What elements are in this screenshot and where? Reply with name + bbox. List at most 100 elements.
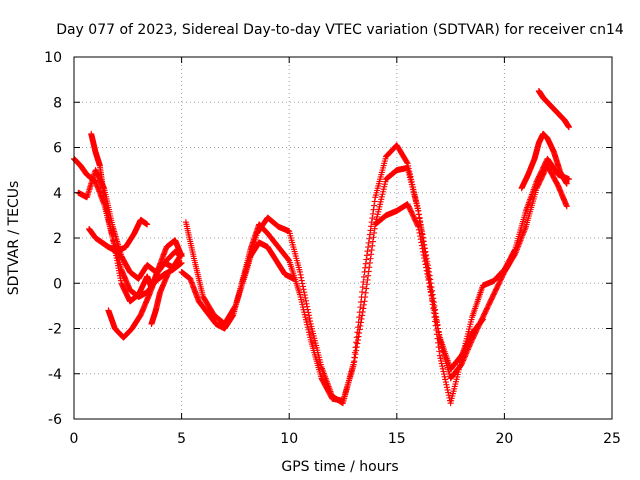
data-point-marker: [428, 292, 435, 299]
x-tick-label: 10: [280, 431, 298, 447]
y-tick-label: 4: [53, 186, 62, 202]
data-point-marker: [426, 280, 433, 287]
data-point-marker: [417, 236, 424, 243]
data-point-marker: [366, 231, 373, 238]
data-point-marker: [306, 315, 313, 322]
data-point-marker: [422, 261, 429, 268]
y-tick-label: 2: [53, 231, 62, 247]
data-point-marker: [353, 347, 360, 354]
data-point-marker: [415, 226, 422, 233]
data-point-marker: [307, 318, 314, 325]
data-point-marker: [362, 260, 369, 267]
data-point-marker: [296, 268, 303, 275]
data-point-marker: [362, 264, 369, 271]
data-point-marker: [423, 264, 430, 271]
data-point-marker: [365, 268, 372, 275]
data-point-marker: [362, 294, 369, 301]
data-point-marker: [427, 286, 434, 293]
data-point-marker: [415, 207, 422, 214]
data-point-marker: [356, 330, 363, 337]
data-point-marker: [371, 198, 378, 205]
data-point-marker: [359, 289, 366, 296]
x-tick-label: 0: [70, 431, 79, 447]
data-point-marker: [563, 203, 570, 210]
data-point-marker: [359, 312, 366, 319]
data-point-marker: [366, 264, 373, 271]
data-point-marker: [442, 379, 449, 386]
data-point-marker: [356, 326, 363, 333]
data-point-marker: [420, 251, 427, 258]
data-point-marker: [364, 276, 371, 283]
data-point-marker: [352, 351, 359, 358]
data-point-marker: [367, 255, 374, 262]
data-point-marker: [479, 317, 486, 324]
data-point-marker: [427, 289, 434, 296]
data-point-marker: [420, 248, 427, 255]
data-point-marker: [417, 218, 424, 225]
data-point-marker: [440, 368, 447, 375]
data-point-marker: [439, 363, 446, 370]
data-point-marker: [364, 248, 371, 255]
data-point-marker: [298, 274, 305, 281]
grid-layer: [74, 57, 612, 419]
data-point-marker: [365, 244, 372, 251]
data-point-marker: [302, 294, 309, 301]
data-point-marker: [416, 214, 423, 221]
data-point-marker: [433, 316, 440, 323]
data-point-marker: [423, 267, 430, 274]
data-point-marker: [445, 392, 452, 399]
data-point-marker: [360, 301, 367, 308]
data-point-marker: [357, 322, 364, 329]
data-point-marker: [429, 298, 436, 305]
data-point-marker: [435, 328, 442, 335]
data-point-marker: [298, 277, 305, 284]
data-point-marker: [441, 371, 448, 378]
data-point-marker: [415, 211, 422, 218]
data-point-marker: [421, 258, 428, 265]
y-axis-label: SDTVAR / TECUs: [6, 181, 22, 296]
data-point-marker: [363, 281, 370, 288]
data-point-marker: [421, 255, 428, 262]
x-axis-label: GPS time / hours: [281, 459, 398, 475]
data-point-marker: [365, 272, 372, 279]
data-point-marker: [300, 286, 307, 293]
data-point-marker: [414, 222, 421, 229]
data-point-marker: [429, 295, 436, 302]
data-point-marker: [174, 259, 181, 266]
y-tick-label: 0: [53, 276, 62, 292]
data-point-marker: [366, 259, 373, 266]
data-point-marker: [359, 308, 366, 315]
x-tick-label: 5: [177, 431, 186, 447]
data-point-marker: [370, 206, 377, 213]
data-point-marker: [431, 307, 438, 314]
data-point-marker: [285, 256, 292, 263]
data-point-marker: [355, 333, 362, 340]
data-point-marker: [360, 278, 367, 285]
data-point-marker: [437, 355, 444, 362]
data-point-marker: [424, 270, 431, 277]
data-point-marker: [415, 223, 422, 230]
data-point-marker: [369, 242, 376, 249]
data-point-marker: [432, 313, 439, 320]
data-point-marker: [359, 284, 366, 291]
points-layer: [71, 87, 572, 407]
data-point-marker: [436, 331, 443, 338]
data-point-marker: [444, 384, 451, 391]
data-point-marker: [357, 299, 364, 306]
y-tick-label: 10: [44, 50, 62, 66]
data-point-marker: [365, 239, 372, 246]
data-point-marker: [435, 325, 442, 332]
data-point-marker: [417, 233, 424, 240]
data-point-marker: [403, 159, 410, 166]
data-point-marker: [433, 319, 440, 326]
data-point-marker: [424, 273, 431, 280]
data-point-marker: [297, 271, 304, 278]
data-point-marker: [443, 381, 450, 388]
data-point-marker: [366, 235, 373, 242]
data-point-marker: [369, 238, 376, 245]
data-point-marker: [430, 304, 437, 311]
data-point-marker: [363, 252, 370, 259]
data-point-marker: [361, 298, 368, 305]
data-point-marker: [416, 229, 423, 236]
